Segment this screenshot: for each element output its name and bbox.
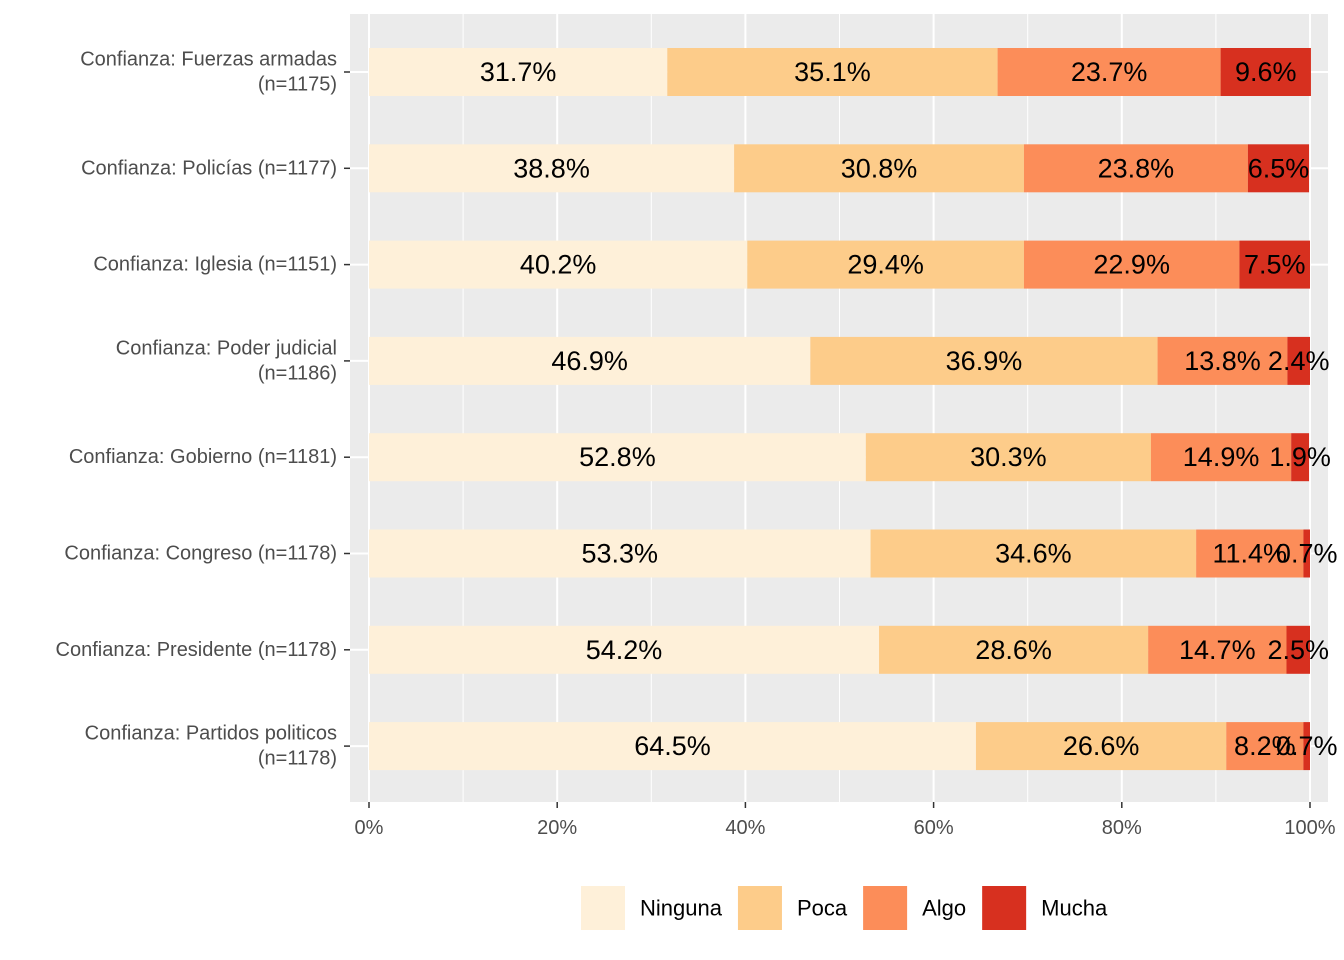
- bar-segment-mucha: [1303, 722, 1310, 771]
- data-label: 1.9%: [1269, 442, 1331, 472]
- legend-label: Algo: [922, 896, 966, 921]
- x-tick-label: 40%: [725, 817, 765, 839]
- legend-label: Mucha: [1041, 896, 1108, 921]
- data-label: 31.7%: [480, 57, 557, 87]
- data-label: 36.9%: [946, 346, 1023, 376]
- legend-key-algo: [863, 886, 908, 930]
- legend: Ninguna Poca Algo Mucha: [581, 886, 1108, 930]
- legend-label: Poca: [797, 896, 848, 921]
- bar-segment-ninguna: [369, 48, 668, 96]
- category-label: Confianza: Presidente (n=1178): [56, 639, 337, 661]
- bar-segment-mucha: [1286, 625, 1310, 674]
- legend-key-ninguna: [581, 886, 625, 930]
- category-label: Confianza: Partidos politicos: [85, 723, 337, 745]
- bar-segment-algo: [1023, 240, 1240, 289]
- category-label: Confianza: Congreso (n=1178): [64, 543, 337, 565]
- data-label: 8.2%: [1234, 731, 1296, 761]
- data-label: 11.4%: [1212, 539, 1287, 569]
- bar-segment-algo: [1226, 722, 1304, 771]
- category-label: Confianza: Policías (n=1177): [81, 157, 337, 179]
- x-tick-label: 0%: [355, 817, 384, 839]
- data-label: 53.3%: [581, 539, 658, 569]
- data-label: 13.8%: [1184, 346, 1261, 376]
- data-label: 9.6%: [1235, 57, 1297, 87]
- data-label: 22.9%: [1093, 250, 1170, 280]
- data-label: 54.2%: [586, 635, 663, 665]
- data-label: 7.5%: [1244, 250, 1306, 280]
- bar-segment-algo: [1023, 144, 1248, 193]
- bar-segment-poca: [870, 529, 1197, 578]
- x-tick-label: 20%: [537, 817, 577, 839]
- bar-segment-poca: [810, 336, 1158, 385]
- bar-segment-mucha: [1291, 433, 1310, 482]
- bar-segment-poca: [975, 722, 1227, 771]
- data-label: 2.4%: [1268, 346, 1330, 376]
- category-label: Confianza: Gobierno (n=1181): [69, 446, 337, 468]
- bars: [369, 48, 1311, 771]
- bar-segment-poca: [747, 240, 1024, 289]
- bar-segment-algo: [1150, 433, 1292, 482]
- data-label: 28.6%: [975, 635, 1052, 665]
- data-label: 26.6%: [1063, 731, 1140, 761]
- bar-segment-algo: [1148, 625, 1287, 674]
- data-label: 34.6%: [995, 539, 1072, 569]
- data-label: 0.7%: [1276, 731, 1338, 761]
- bar-segment-ninguna: [369, 529, 871, 578]
- category-label: (n=1178): [258, 748, 337, 770]
- x-tick-label: 60%: [914, 817, 954, 839]
- category-label: Confianza: Iglesia (n=1151): [93, 254, 337, 276]
- bar-segment-ninguna: [369, 625, 880, 674]
- data-label: 14.9%: [1183, 442, 1260, 472]
- data-label: 29.4%: [847, 250, 924, 280]
- bar-segment-mucha: [1303, 529, 1310, 578]
- bar-segment-ninguna: [369, 433, 866, 482]
- data-label: 64.5%: [634, 731, 711, 761]
- bar-segment-poca: [734, 144, 1024, 193]
- category-label: (n=1186): [258, 362, 337, 384]
- data-label: 23.8%: [1098, 153, 1175, 183]
- category-label: (n=1175): [258, 74, 337, 96]
- data-label: 6.5%: [1248, 153, 1310, 183]
- bar-segment-algo: [997, 48, 1221, 96]
- legend-key-mucha: [982, 886, 1027, 930]
- data-label: 0.7%: [1276, 539, 1338, 569]
- data-label: 2.5%: [1267, 635, 1329, 665]
- bar-segment-poca: [667, 48, 998, 96]
- bar-segment-mucha: [1239, 240, 1310, 289]
- data-label: 46.9%: [551, 346, 628, 376]
- bar-segment-ninguna: [369, 144, 735, 193]
- category-label: Confianza: Poder judicial: [116, 337, 337, 359]
- category-label: Confianza: Fuerzas armadas: [80, 49, 337, 71]
- bar-segment-algo: [1196, 529, 1304, 578]
- bar-segment-poca: [879, 625, 1149, 674]
- bar-segment-ninguna: [369, 336, 811, 385]
- bar-segment-ninguna: [369, 722, 976, 771]
- x-tick-label: 80%: [1102, 817, 1142, 839]
- legend-label: Ninguna: [640, 896, 723, 921]
- data-label: 30.3%: [970, 442, 1047, 472]
- bar-segment-mucha: [1287, 336, 1310, 385]
- data-label: 23.7%: [1071, 57, 1148, 87]
- data-label: 14.7%: [1179, 635, 1256, 665]
- x-tick-label: 100%: [1284, 817, 1335, 839]
- data-label: 35.1%: [794, 57, 871, 87]
- data-label: 52.8%: [579, 442, 656, 472]
- x-axis: 0% 20% 40% 60% 80% 100%: [355, 802, 1336, 839]
- legend-key-poca: [737, 886, 782, 930]
- data-label: 30.8%: [841, 153, 918, 183]
- bar-segment-algo: [1157, 336, 1288, 385]
- data-labels: 31.7% 35.1% 23.7% 9.6% 38.8% 30.8% 23.8% 6.5% 40…: [480, 57, 1338, 761]
- bar-segment-poca: [865, 433, 1151, 482]
- data-label: 38.8%: [513, 153, 590, 183]
- bar-segment-mucha: [1220, 48, 1311, 96]
- bar-segment-mucha: [1247, 144, 1310, 193]
- bar-segment-ninguna: [369, 240, 748, 289]
- y-axis: Confianza: Fuerzas armadas (n=1175) Confia…: [56, 49, 350, 770]
- data-label: 40.2%: [520, 250, 597, 280]
